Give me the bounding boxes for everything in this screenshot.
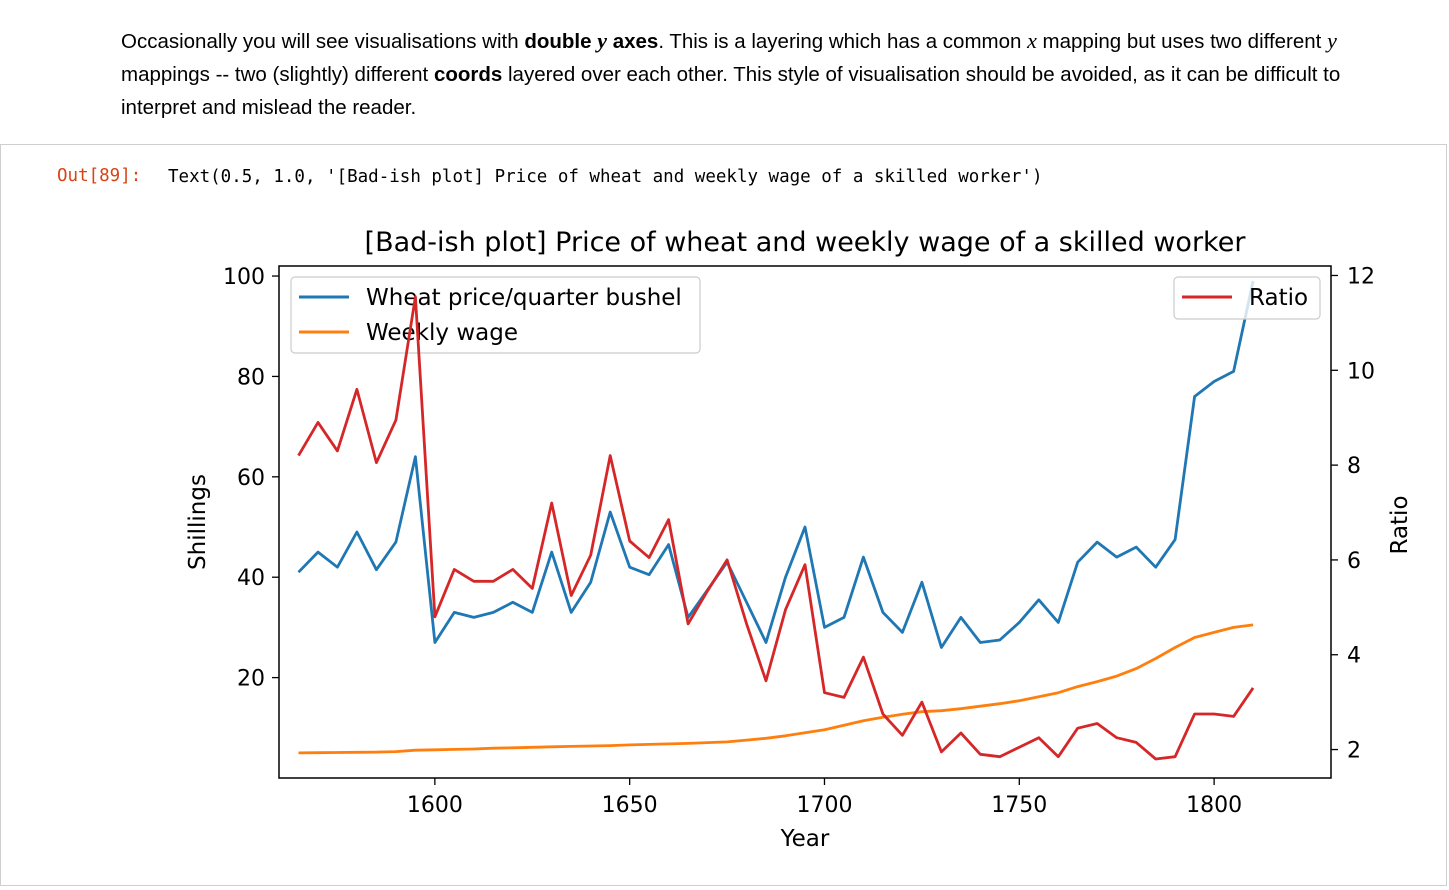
plot-frame bbox=[278, 265, 1332, 779]
output-prompt: Out[89]: bbox=[57, 166, 142, 186]
y-axis-label-left: Shillings bbox=[185, 474, 211, 570]
y-right-tick-label: 2 bbox=[1347, 739, 1361, 764]
x-tick-label: 1650 bbox=[602, 793, 658, 818]
y-right-tick-label: 6 bbox=[1347, 549, 1361, 574]
legend-wheat-label: Wheat price/quarter bushel bbox=[366, 285, 682, 311]
md-math-y2: y bbox=[1327, 28, 1337, 53]
legend-right-box bbox=[1173, 276, 1321, 320]
y-left-tick-label: 80 bbox=[237, 365, 265, 390]
md-math-x: x bbox=[1027, 28, 1037, 53]
series-line-weekly-wage bbox=[298, 623, 1254, 755]
md-bold-3: coords bbox=[433, 63, 503, 86]
y-left-tick-label: 40 bbox=[237, 566, 265, 591]
y-left-tick-label: 100 bbox=[223, 265, 265, 290]
md-math-y1: y bbox=[597, 28, 607, 53]
legend-left-box bbox=[290, 276, 701, 354]
x-tick-label: 1800 bbox=[1186, 793, 1242, 818]
md-text-5: layered over each other. This style of v… bbox=[121, 63, 1341, 119]
output-text: Text(0.5, 1.0, '[Bad-ish plot] Price of … bbox=[168, 167, 1043, 187]
y-axis-label-right: Ratio bbox=[1387, 495, 1413, 554]
y-left-tick-label: 60 bbox=[237, 466, 265, 491]
legend-left: Wheat price/quarter bushel Weekly wage bbox=[290, 276, 701, 354]
x-axis-label: Year bbox=[780, 826, 830, 852]
md-text-2: . This is a layering which has a common bbox=[658, 30, 1028, 53]
md-text-3: mapping but uses two different bbox=[1036, 30, 1328, 53]
x-tick-label: 1750 bbox=[991, 793, 1047, 818]
md-text-1: Occasionally you will see visualisations… bbox=[121, 30, 525, 53]
md-bold-2: axes bbox=[607, 30, 659, 53]
y-right-tick-label: 8 bbox=[1347, 454, 1361, 479]
chart-title: [Bad-ish plot] Price of wheat and weekly… bbox=[365, 227, 1247, 258]
legend-ratio-label: Ratio bbox=[1249, 285, 1308, 311]
series-line-ratio bbox=[297, 295, 1255, 761]
y-left-tick-label: 20 bbox=[237, 667, 265, 692]
md-bold-1: double bbox=[524, 30, 598, 53]
md-text-4: mappings -- two (slightly) different bbox=[121, 63, 434, 86]
x-tick-label: 1700 bbox=[796, 793, 852, 818]
y-right-tick-label: 10 bbox=[1347, 359, 1375, 384]
y-right-tick-label: 4 bbox=[1347, 644, 1361, 669]
x-tick-label: 1600 bbox=[407, 793, 463, 818]
series-line-wheat-price bbox=[297, 280, 1255, 649]
output-cell bbox=[0, 144, 1447, 886]
legend-wage-label: Weekly wage bbox=[366, 320, 518, 346]
legend-right: Ratio bbox=[1173, 276, 1321, 320]
y-right-tick-label: 12 bbox=[1347, 264, 1375, 289]
markdown-paragraph: Occasionally you will see visualisations… bbox=[121, 24, 1421, 124]
